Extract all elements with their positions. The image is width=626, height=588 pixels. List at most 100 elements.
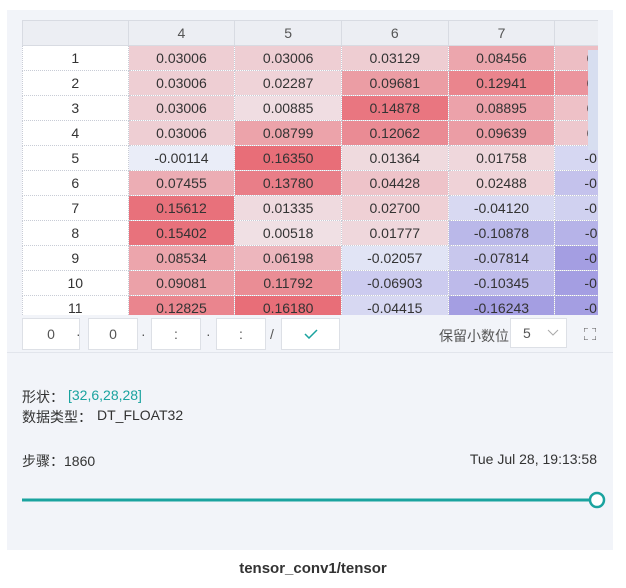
cell: 0.09681 xyxy=(340,70,449,96)
cell: 0.11792 xyxy=(234,270,342,296)
row-header: 9 xyxy=(22,245,129,271)
row-header: 1 xyxy=(22,45,129,71)
cell: 0.14878 xyxy=(340,95,449,121)
cell: 0.12825 xyxy=(127,295,236,315)
cell: 0.03006 xyxy=(127,70,236,96)
cell: 0.16350 xyxy=(234,145,342,171)
cell: -0.0460 xyxy=(554,145,598,171)
timestamp: Tue Jul 28, 19:13:58 xyxy=(469,451,597,467)
separator: · xyxy=(141,326,146,342)
index-input[interactable]: : xyxy=(151,318,201,350)
step-slider[interactable] xyxy=(19,488,607,512)
index-input[interactable]: : xyxy=(216,318,266,350)
caption: tensor_conv1/tensor xyxy=(239,560,387,577)
column-header: 5 xyxy=(234,20,342,46)
row-header: 4 xyxy=(22,120,129,146)
cell: -0.0876 xyxy=(554,170,598,196)
check-icon xyxy=(303,329,318,339)
cell: 0.16180 xyxy=(234,295,342,315)
cell: -0.1797 xyxy=(554,245,598,271)
shape-value: [32,6,28,28] xyxy=(68,387,142,403)
cell: 0.01758 xyxy=(447,145,556,171)
cell: 0.01335 xyxy=(234,195,342,221)
cell: -0.00114 xyxy=(127,145,236,171)
cell: 0.02488 xyxy=(447,170,556,196)
cell: 0.03006 xyxy=(234,45,342,71)
cell: 0.08534 xyxy=(127,245,236,271)
row-header: 8 xyxy=(22,220,129,246)
cell: 0.13780 xyxy=(234,170,342,196)
slider-handle[interactable] xyxy=(588,491,606,509)
dtype-value: DT_FLOAT32 xyxy=(97,407,184,423)
table-scroll[interactable]: 4567810.030060.030060.031290.084560.0517… xyxy=(22,20,598,315)
cell: 0.08895 xyxy=(447,95,556,121)
decimals-value: 5 xyxy=(523,325,531,341)
cell: 0.02287 xyxy=(234,70,342,96)
cell: 0.03006 xyxy=(127,120,236,146)
confirm-button[interactable] xyxy=(281,318,340,350)
column-header: 4 xyxy=(127,20,236,46)
cell: 0.15612 xyxy=(127,195,236,221)
cell: 0.01777 xyxy=(340,220,449,246)
fullscreen-icon[interactable] xyxy=(584,328,596,340)
cell: 0.15402 xyxy=(127,220,236,246)
row-header: 3 xyxy=(22,95,129,121)
cell: 0.04428 xyxy=(340,170,449,196)
dtype-label: 数据类型： xyxy=(22,409,92,425)
cell: 0.12062 xyxy=(340,120,449,146)
decimals-select[interactable]: 5 xyxy=(510,318,567,348)
cell: -0.0587 xyxy=(554,195,598,221)
cell: 0.08799 xyxy=(234,120,342,146)
cell: 0.00518 xyxy=(234,220,342,246)
cell: 0.12941 xyxy=(447,70,556,96)
column-header: 8 xyxy=(554,20,598,46)
shape-label: 形状： xyxy=(22,389,64,405)
cell: -0.04415 xyxy=(340,295,449,315)
cell: 0.02700 xyxy=(340,195,449,221)
row-header: 7 xyxy=(22,195,129,221)
dropdown-icon xyxy=(547,329,559,336)
step: 步骤：1860 xyxy=(22,453,96,469)
column-header: 7 xyxy=(447,20,556,46)
row-header: 5 xyxy=(22,145,129,171)
index-input[interactable]: 0 xyxy=(88,318,138,350)
cell: -0.1185 xyxy=(554,220,598,246)
cell: -0.02057 xyxy=(340,245,449,271)
tensor-panel: 4567810.030060.030060.031290.084560.0517… xyxy=(7,10,613,550)
cell: 0.01364 xyxy=(340,145,449,171)
row-header: 2 xyxy=(22,70,129,96)
cell: 0.08456 xyxy=(447,45,556,71)
scrollbar[interactable] xyxy=(588,50,598,150)
cell: 0.06198 xyxy=(234,245,342,271)
separator: / xyxy=(270,326,274,342)
row-header: 11 xyxy=(22,295,129,315)
cell: -0.1931 xyxy=(554,270,598,296)
cell: -0.1977 xyxy=(554,295,598,315)
tensor-table: 4567810.030060.030060.031290.084560.0517… xyxy=(22,20,598,315)
cell: 0.03006 xyxy=(127,45,236,71)
row-header: 10 xyxy=(22,270,129,296)
cell: 0.09081 xyxy=(127,270,236,296)
separator: · xyxy=(76,326,81,342)
cell: 0.00885 xyxy=(234,95,342,121)
row-header: 6 xyxy=(22,170,129,196)
cell: -0.16243 xyxy=(447,295,556,315)
cell: -0.10878 xyxy=(447,220,556,246)
cell: 0.09639 xyxy=(447,120,556,146)
cell: 0.07455 xyxy=(127,170,236,196)
divider xyxy=(7,352,613,353)
cell: -0.06903 xyxy=(340,270,449,296)
index-input[interactable]: 0 xyxy=(22,318,80,350)
